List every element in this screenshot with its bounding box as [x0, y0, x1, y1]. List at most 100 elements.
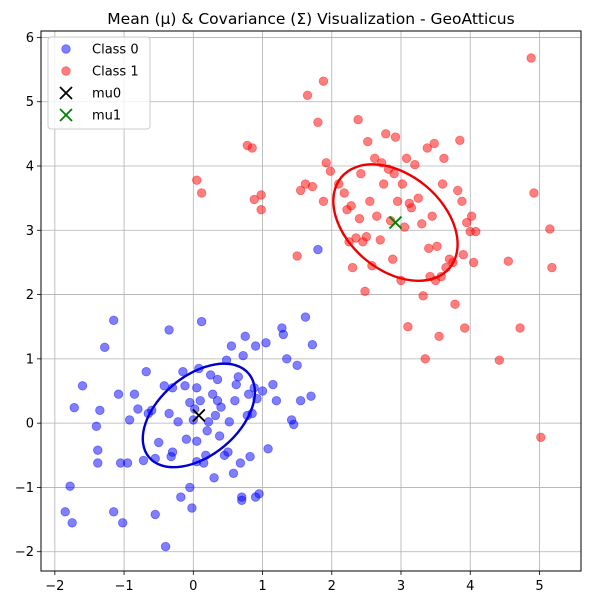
class-0-point [99, 342, 110, 352]
class-0-point [252, 394, 262, 404]
class-1-point [397, 179, 408, 189]
y-tick-label: −2 [15, 545, 34, 560]
class-0-point [214, 431, 225, 441]
class-1-point [256, 190, 266, 200]
class-1-point [372, 211, 382, 221]
y-tick-label: 4 [26, 160, 34, 175]
class-0-point [245, 451, 255, 462]
class-1-point [547, 262, 557, 273]
class-0-point [209, 473, 219, 483]
class-1-point [536, 432, 546, 442]
class-0-point [160, 541, 171, 552]
class-0-point [313, 244, 323, 255]
class-0-point [187, 503, 197, 513]
class-1-point [404, 198, 415, 208]
class-0-point [257, 386, 268, 396]
class-1-point [458, 250, 469, 260]
class-1-point [418, 291, 428, 301]
class-0-point [226, 341, 237, 351]
class-0-point [210, 410, 221, 421]
class-0-point [173, 417, 183, 427]
class-0-point [69, 403, 79, 413]
class-1-point [307, 181, 318, 192]
class-1-point [434, 331, 444, 342]
x-tick-label: 1 [258, 579, 266, 594]
legend: Class 0 Class 1 mu0 mu1 [47, 36, 151, 130]
class-1-point [413, 193, 424, 203]
class-1-point [448, 257, 458, 268]
class-0-point [178, 367, 188, 377]
legend-box [47, 36, 151, 130]
class-1-point [389, 169, 399, 179]
class-1-point [401, 153, 412, 163]
class-0-point [167, 383, 178, 393]
class-0-point [307, 340, 318, 350]
y-tick-label: 5 [26, 95, 34, 110]
class-0-point [138, 455, 149, 466]
class-0-point [195, 395, 205, 406]
class-1-point [361, 232, 372, 242]
class-0-point [224, 417, 235, 427]
class-0-point [117, 518, 128, 528]
class-0-point [91, 421, 102, 432]
class-0-point [282, 354, 292, 364]
x-tick-label: −1 [114, 579, 133, 594]
y-tick-label: 0 [26, 417, 34, 432]
class-0-point [228, 468, 239, 478]
class-1-point [376, 158, 387, 168]
class-0-point [133, 404, 143, 414]
class-0-point [77, 381, 88, 391]
class-0-point [167, 447, 178, 457]
y-tick-label: 2 [26, 288, 34, 303]
class-0-point [147, 405, 157, 415]
class-1-point [423, 243, 434, 253]
legend-label: Class 0 [92, 43, 139, 58]
class-1-point [295, 185, 306, 196]
class-1-point [333, 179, 344, 189]
class-0-point [247, 408, 257, 419]
class-1-point [344, 237, 354, 247]
mu1-marker-stroke [388, 215, 403, 230]
class-1-point [466, 211, 477, 221]
legend-marker [61, 66, 71, 76]
y-tick-label: 6 [26, 31, 34, 46]
class-1-point [385, 215, 396, 226]
class-1-point [353, 115, 363, 125]
y-tick-label: 3 [26, 224, 34, 239]
class-1-point [429, 138, 439, 149]
class-0-point [207, 389, 218, 399]
class-0-point [185, 397, 195, 408]
class-0-point [189, 404, 200, 414]
class-0-point [288, 419, 299, 430]
class-0-point [201, 450, 211, 460]
class-1-point [432, 241, 442, 252]
class-1-point [292, 251, 302, 261]
class-0-point [271, 395, 282, 406]
class-0-point [205, 370, 216, 380]
x-tick-label: 2 [328, 579, 336, 594]
class-0-point [278, 329, 289, 340]
class-0-point [235, 458, 246, 468]
class-0-point [238, 350, 248, 361]
class-1-point [468, 257, 479, 268]
class-0-point [150, 453, 160, 464]
class-0-point [192, 383, 202, 393]
class-0-point [65, 481, 75, 491]
class-0-point [203, 417, 214, 427]
class-1-point [471, 226, 481, 237]
class-0-point [292, 360, 302, 370]
class-1-point [436, 271, 446, 282]
class-0-point [268, 379, 278, 390]
class-0-point [141, 367, 151, 377]
class-1-point [256, 205, 266, 215]
class-1-point [354, 214, 365, 224]
class-0-point [212, 374, 223, 385]
axis-ticks: −2 −1 0 1 2 3 4 5 −2 −1 0 1 2 3 4 5 6 [15, 31, 544, 594]
class-1-point [529, 188, 539, 198]
x-tick-label: 4 [466, 579, 474, 594]
class-1-point [318, 196, 329, 207]
class-1-point [462, 217, 472, 228]
class-0-point [223, 447, 233, 457]
class-0-point [300, 312, 311, 322]
mu1-marker [388, 215, 403, 230]
